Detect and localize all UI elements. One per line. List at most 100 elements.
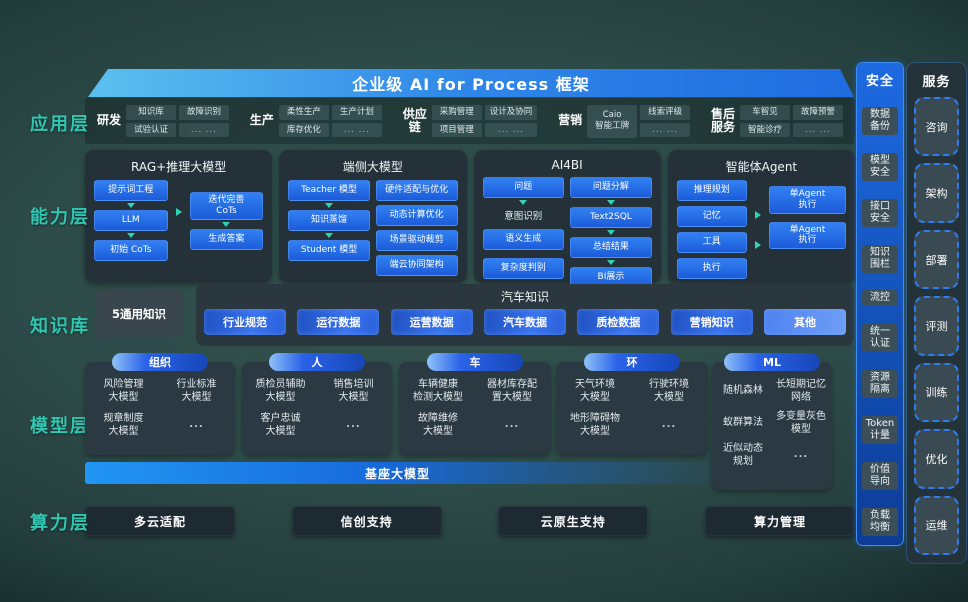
flow-box: 推理规划 — [676, 180, 747, 201]
model-item: 故障维修 大模型 — [418, 413, 458, 437]
knowledge-pill-row: 行业规范 运行数据 运营数据 汽车数据 质检数据 营销知识 其他 — [204, 309, 846, 335]
security-item: Token 计量 — [862, 416, 898, 445]
app-group-label: 生产 — [249, 113, 274, 128]
flow-box: 场景驱动裁剪 — [375, 230, 458, 251]
security-item: 知识 围栏 — [862, 244, 898, 273]
knowledge-pill: 营销知识 — [670, 309, 753, 335]
model-item: 近似动态 规划 — [723, 443, 763, 467]
app-group: 营销 Caio 智能工牌 线索评级 ... ... — [558, 104, 691, 138]
model-group-ML: ML 随机森林 长短期记忆 网络 蚁群算法 多变量灰色 模型 近似动态 规划... — [712, 353, 832, 490]
capability-panel-title: RAG+推理大模型 — [131, 160, 227, 174]
model-group-tag: ML — [724, 353, 820, 371]
app-chip: 车智见 — [739, 104, 790, 120]
foundation-model-bar: 基座大模型 — [85, 462, 830, 484]
app-chip: 生产计划 — [331, 104, 382, 120]
capability-panel-title: AI4BI — [551, 158, 583, 172]
model-item: 客户忠诚 大模型 — [260, 413, 301, 437]
flow-box: 单Agent 执行 — [768, 186, 846, 214]
title-banner: 企业级 AI for Process 框架 — [88, 69, 854, 97]
app-group: 售后 服务 车智见 智能诊疗 故障预警 ... ... — [710, 104, 843, 138]
app-chip: ... ... — [331, 122, 382, 138]
flow-box: 硬件适配与优化 — [375, 180, 458, 201]
knowledge-pill: 运行数据 — [297, 309, 380, 335]
service-item: 咨询 — [914, 97, 959, 157]
compute-box-3: 云原生支持 — [498, 506, 649, 536]
layer-label-5: 算力层 — [30, 513, 90, 534]
app-chip: 项目管理 — [431, 122, 482, 138]
security-item: 负载 均衡 — [862, 507, 898, 536]
knowledge-pill: 质检数据 — [577, 309, 660, 335]
flow-box: 工具 — [676, 232, 747, 253]
service-item: 评测 — [914, 296, 959, 356]
capability-panel-title: 端侧大模型 — [342, 160, 403, 174]
arrow-right-icon — [754, 210, 761, 219]
model-group-tag: 环 — [584, 353, 680, 371]
app-chip: 故障预警 — [792, 104, 843, 120]
app-chip: 试验认证 — [126, 122, 177, 138]
flow-box: 动态计算优化 — [375, 205, 458, 226]
app-chip: 柔性生产 — [278, 104, 329, 120]
capability-layer-row: RAG+推理大模型 提示词工程 LLM 初始 CoTs 迭代完善 CoTs 生成答案 端侧大… — [85, 150, 855, 297]
model-group-环: 环天气环境 大模型 行驶环境 大模型 地形障碍物 大模型... — [556, 353, 708, 455]
model-item: 规章制度 大模型 — [103, 413, 144, 437]
flow-box: 总结结果 — [570, 237, 652, 258]
flow-box: Text2SQL — [570, 207, 652, 228]
flow-step-label: 意图识别 — [504, 211, 543, 222]
security-item: 数据 备份 — [862, 106, 898, 135]
app-chip: Caio 智能工牌 — [587, 104, 638, 138]
layer-label-1: 应用层 — [30, 114, 90, 135]
app-chip: 线索评级 — [640, 104, 691, 120]
app-group: 生产 柔性生产 库存优化 生产计划 ... ... — [249, 104, 382, 138]
arrow-down-icon — [126, 203, 135, 208]
app-chip: ... ... — [179, 122, 230, 138]
model-item: 行驶环境 大模型 — [649, 379, 689, 403]
flow-box: 迭代完善 CoTs — [189, 192, 264, 220]
flow-box: Student 模型 — [288, 240, 370, 261]
model-group-车: 车车辆健康 检测大模型 器材库存配 置大模型 故障维修 大模型... — [399, 353, 551, 455]
model-item: 蚁群算法 — [723, 417, 763, 429]
model-item: ... — [189, 419, 204, 431]
model-item: 长短期记忆 网络 — [776, 379, 826, 403]
service-item: 部署 — [914, 229, 959, 290]
app-group-label: 营销 — [558, 113, 583, 128]
model-item: 销售培训 大模型 — [333, 379, 374, 403]
model-item: 行业标准 大模型 — [176, 379, 217, 403]
app-chip: 故障识别 — [179, 104, 230, 120]
flow-box: 执行 — [676, 258, 747, 279]
knowledge-pill: 行业规范 — [204, 309, 286, 335]
flow-box: 问题 — [482, 177, 565, 198]
capability-panel-rag: RAG+推理大模型 提示词工程 LLM 初始 CoTs 迭代完善 CoTs 生成答案 — [85, 150, 273, 283]
flow-box: Teacher 模型 — [288, 180, 370, 201]
security-item: 模型 安全 — [862, 152, 898, 181]
model-item: 随机森林 — [723, 385, 763, 397]
knowledge-pill: 其他 — [763, 309, 846, 335]
compute-box-2: 信创支持 — [291, 506, 442, 536]
model-item: ... — [793, 449, 809, 461]
app-chip: ... ... — [484, 122, 538, 138]
model-group-组织: 组织 风险管理 大模型 行业标准 大模型 规章制度 大模型... — [85, 353, 235, 455]
security-title: 安全 — [865, 74, 894, 89]
model-item: ... — [346, 419, 361, 431]
capability-panel-bi: AI4BI 问题 意图识别 语义生成 复杂度判别 问题分解 Text2SQL 总结结果 BI展示 — [473, 150, 661, 288]
flow-box: 端云协同架构 — [375, 255, 458, 276]
app-chip: 知识库 — [126, 104, 177, 120]
model-item: 质检员辅助 大模型 — [255, 379, 306, 403]
app-group-label: 研发 — [97, 113, 122, 128]
service-item: 优化 — [914, 429, 959, 489]
arrow-down-icon — [325, 233, 334, 238]
auto-knowledge-panel: 汽车知识 行业规范 运行数据 运营数据 汽车数据 质检数据 营销知识 其他 — [196, 284, 854, 346]
security-column: 安全 数据 备份 模型 安全 接口 安全 知识 围栏 流控 统一 认证 资源 隔离 Token… — [857, 63, 903, 545]
flow-box: 问题分解 — [570, 177, 652, 198]
app-chip: ... ... — [640, 122, 691, 138]
app-group-label: 售后 服务 — [710, 106, 735, 134]
flow-box: 初始 CoTs — [94, 240, 168, 261]
model-group-tag: 车 — [427, 353, 523, 371]
flow-box: 知识蒸馏 — [288, 210, 370, 231]
model-item: 车辆健康 检测大模型 — [413, 379, 463, 403]
foundation-model-label: 基座大模型 — [364, 466, 430, 481]
app-chip: 设计及协同 — [484, 104, 538, 120]
compute-box-1: 多云适配 — [85, 506, 235, 536]
layer-label-2: 能力层 — [30, 207, 90, 228]
banner-title: 企业级 AI for Process 框架 — [352, 75, 590, 94]
